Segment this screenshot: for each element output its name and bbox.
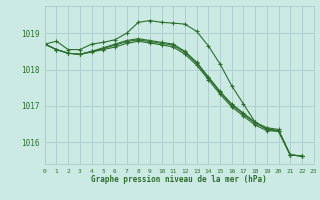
X-axis label: Graphe pression niveau de la mer (hPa): Graphe pression niveau de la mer (hPa): [91, 175, 267, 184]
